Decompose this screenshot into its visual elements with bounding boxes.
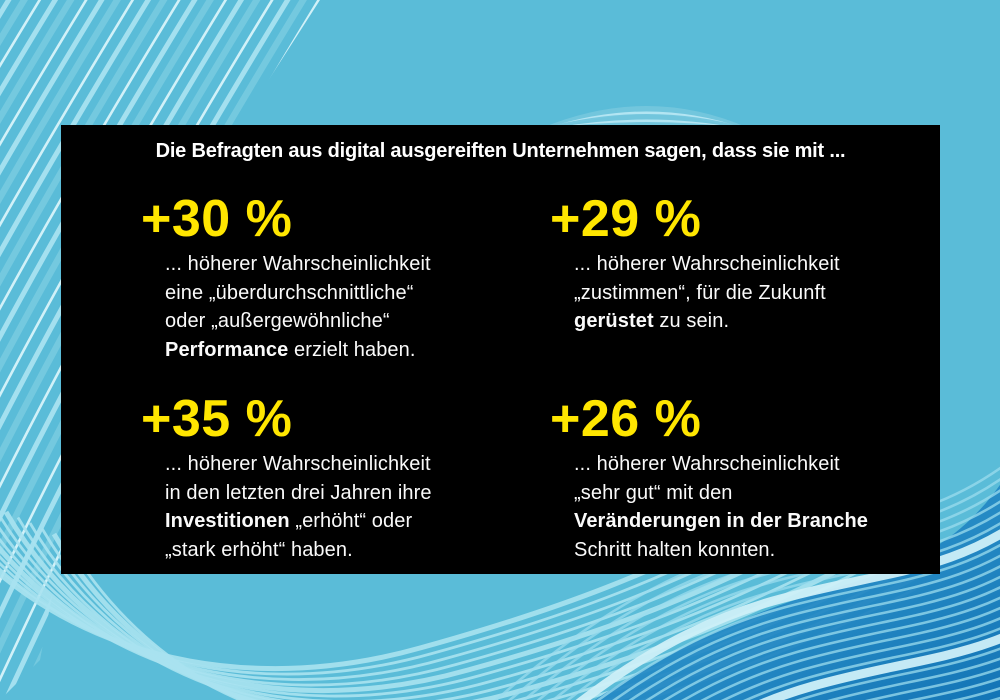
stat-zukunft: +29 % ... höherer Wahrscheinlichkeit „zus…: [550, 193, 840, 336]
stat-investitionen: +35 % ... höherer Wahrscheinlichkeit in d…: [141, 393, 432, 564]
stat-value-investitionen: +35 %: [141, 390, 293, 448]
stat-desc-performance: ... höherer Wahrscheinlichkeit eine „über…: [165, 253, 431, 361]
stat-branche: +26 % ... höherer Wahrscheinlichkeit „seh…: [550, 393, 868, 564]
infographic-panel: Die Befragten aus digital ausgereiften U…: [61, 125, 940, 574]
stat-value-branche: +26 %: [550, 390, 702, 448]
panel-title: Die Befragten aus digital ausgereiften U…: [155, 140, 846, 162]
stat-desc-branche: ... höherer Wahrscheinlichkeit „sehr gut“…: [574, 453, 868, 561]
stat-performance: +30 % ... höherer Wahrscheinlichkeit eine…: [141, 193, 431, 364]
stat-value-zukunft: +29 %: [550, 190, 702, 248]
stat-desc-zukunft: ... höherer Wahrscheinlichkeit „zustimmen…: [574, 253, 840, 332]
stat-desc-investitionen: ... höherer Wahrscheinlichkeit in den let…: [165, 453, 432, 561]
stat-value-performance: +30 %: [141, 190, 293, 248]
bottomright-wave-pattern: [493, 466, 1000, 700]
